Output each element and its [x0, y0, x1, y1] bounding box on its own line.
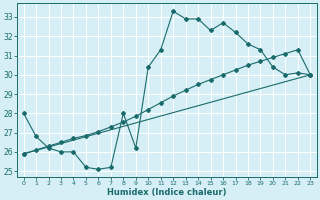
X-axis label: Humidex (Indice chaleur): Humidex (Indice chaleur) — [107, 188, 227, 197]
